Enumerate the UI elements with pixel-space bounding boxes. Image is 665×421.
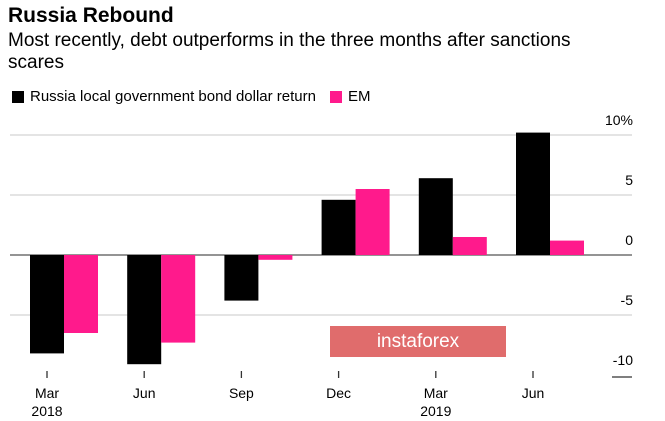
legend-swatch-russia: [12, 90, 24, 103]
bar-russia: [321, 199, 356, 255]
y-tick-label: 0: [625, 232, 633, 248]
bar-em: [550, 240, 584, 255]
y-tick-label: -5: [621, 292, 634, 308]
bar-em: [258, 255, 293, 260]
x-tick-year-label: 2018: [31, 403, 62, 419]
bar-russia: [516, 132, 550, 255]
chart-title: Russia Rebound: [8, 4, 174, 27]
x-tick-label: Mar: [424, 385, 448, 401]
legend-swatch-em: [330, 90, 342, 103]
legend: Russia local government bond dollar retu…: [12, 88, 385, 105]
bar-em: [64, 255, 98, 333]
bar-russia: [30, 255, 64, 354]
x-tick-year-label: 2019: [420, 403, 451, 419]
watermark-logo: instaforex: [330, 326, 506, 357]
bar-em: [452, 237, 487, 255]
x-tick-label: Jun: [522, 385, 545, 401]
bar-em: [161, 255, 196, 343]
bar-em: [355, 189, 390, 255]
bar-russia: [224, 255, 259, 301]
x-tick-label: Mar: [35, 385, 59, 401]
x-tick-label: Jun: [133, 385, 156, 401]
bar-russia: [127, 255, 162, 365]
x-tick-label: Dec: [326, 385, 351, 401]
legend-label-russia: Russia local government bond dollar retu…: [30, 88, 316, 105]
y-tick-label: 5: [625, 172, 633, 188]
x-tick-label: Sep: [229, 385, 254, 401]
y-tick-label: 10%: [605, 112, 633, 128]
chart-subtitle: Most recently, debt outperforms in the t…: [8, 30, 571, 73]
bar-russia: [418, 178, 453, 255]
legend-label-em: EM: [348, 88, 371, 105]
y-tick-label: -10: [613, 352, 633, 368]
